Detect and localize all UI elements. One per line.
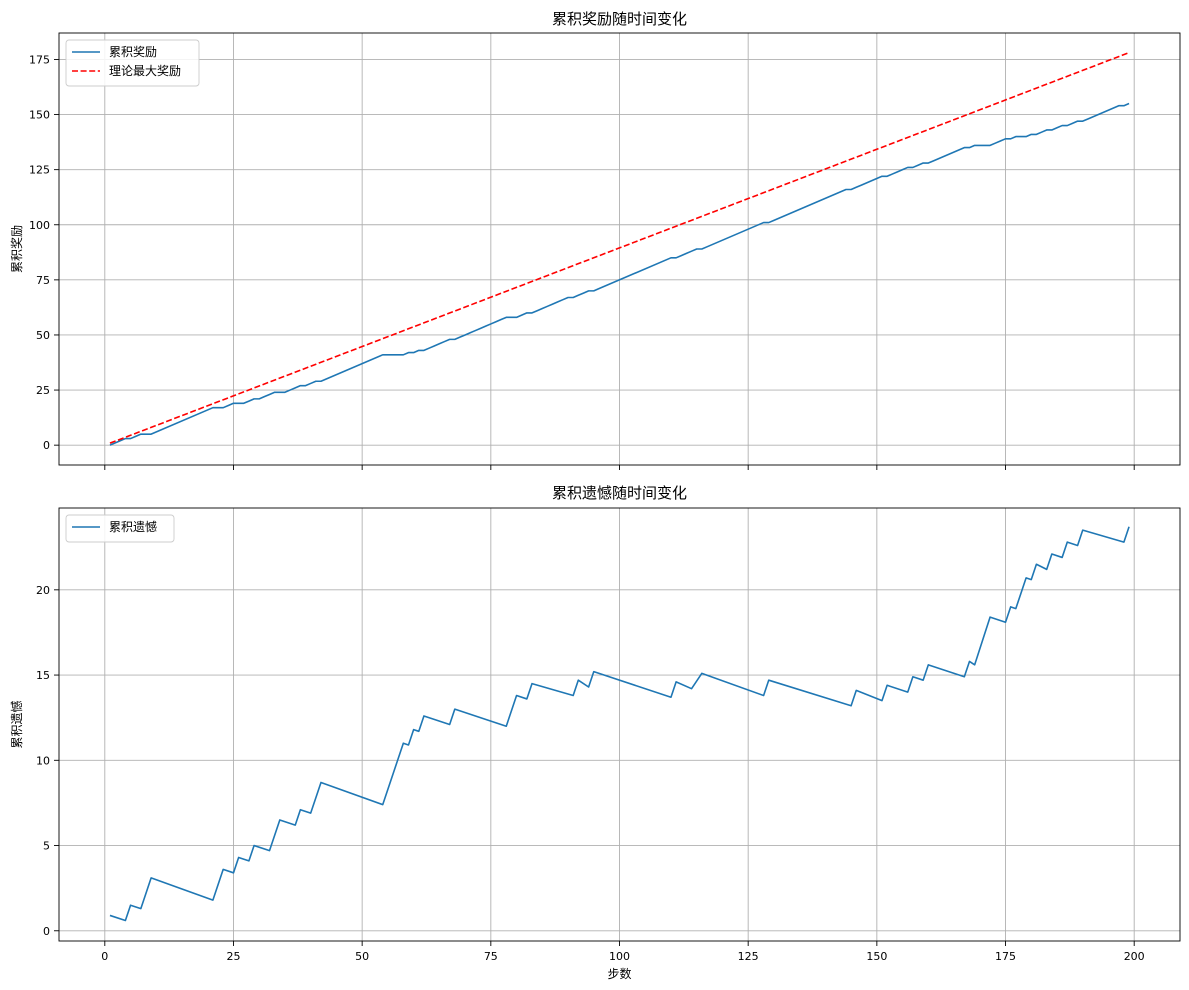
x-axis-label: 步数 — [607, 966, 631, 981]
x-tick-label: 75 — [484, 950, 498, 963]
series-line-1 — [109, 102, 1130, 446]
x-tick-label: 50 — [355, 950, 369, 963]
legend: 累积遗憾 — [65, 514, 175, 543]
legend-label-2: 理论最大奖励 — [109, 64, 181, 78]
legend-box — [65, 514, 175, 543]
series-line-1 — [109, 526, 1130, 922]
y-tick-label: 25 — [36, 384, 50, 397]
chart-panel-1: 0255075100125150175累积奖励随时间变化累积奖励累积奖励理论最大… — [10, 10, 1181, 470]
y-axis-label: 累积遗憾 — [10, 700, 24, 748]
x-tick-label: 125 — [738, 950, 759, 963]
series-line-2 — [109, 51, 1130, 444]
y-tick-label: 100 — [29, 219, 50, 232]
y-axis-label: 累积奖励 — [10, 225, 24, 273]
y-tick-label: 5 — [43, 840, 50, 853]
y-tick-label: 50 — [36, 329, 50, 342]
chart-title: 累积遗憾随时间变化 — [552, 484, 687, 502]
chart-panel-2: 0 25 50 75 100 125 150 175 200 0 5 10 15 20 累积遗憾随时间变化累… — [10, 484, 1181, 981]
chart-title: 累积奖励随时间变化 — [552, 10, 687, 28]
y-tick-label: 0 — [43, 439, 50, 452]
y-tick-label: 15 — [36, 669, 50, 682]
x-tick-label: 200 — [1124, 950, 1145, 963]
y-tick-label: 20 — [36, 584, 50, 597]
x-tick-label: 0 — [101, 950, 108, 963]
x-tick-label: 25 — [226, 950, 240, 963]
x-tick-label: 150 — [866, 950, 887, 963]
y-tick-label: 150 — [29, 109, 50, 122]
y-tick-label: 125 — [29, 164, 50, 177]
legend-label-1: 累积遗憾 — [109, 520, 157, 534]
x-tick-label: 100 — [609, 950, 630, 963]
y-tick-label: 75 — [36, 274, 50, 287]
x-tick-label: 175 — [995, 950, 1016, 963]
y-tick-label: 175 — [29, 53, 50, 66]
legend-label-1: 累积奖励 — [109, 45, 157, 59]
y-tick-label: 10 — [36, 754, 50, 767]
y-tick-label: 0 — [43, 925, 50, 938]
